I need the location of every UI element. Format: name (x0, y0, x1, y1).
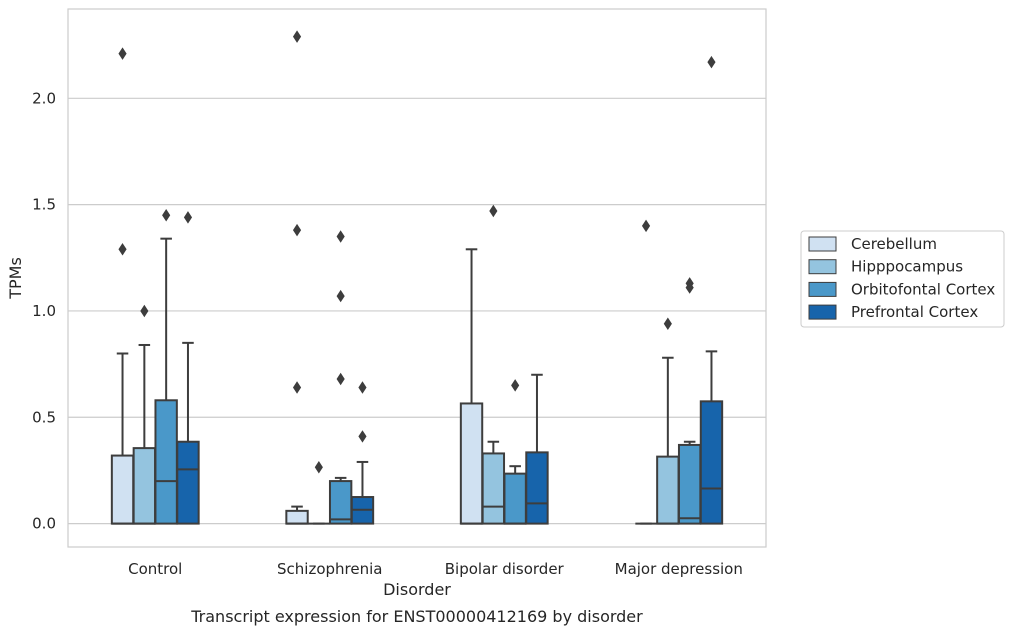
legend-label: Hipppocampus (851, 258, 963, 276)
legend-label: Orbitofontal Cortex (851, 280, 995, 298)
box-body (154, 399, 178, 525)
box (132, 304, 157, 525)
box-body (481, 452, 506, 525)
legend-swatch (808, 304, 837, 320)
box-body (110, 454, 135, 525)
outlier-point (314, 461, 323, 474)
outlier-point (511, 379, 520, 392)
box-body (677, 443, 702, 525)
box (656, 317, 680, 525)
outlier-point (358, 430, 367, 443)
box (699, 55, 724, 525)
x-tick-label: Bipolar disorder (445, 560, 565, 578)
outlier-point (162, 209, 171, 222)
legend-item: Prefrontal Cortex (808, 303, 978, 321)
outlier-point (663, 317, 672, 330)
legend-label: Cerebellum (851, 235, 937, 253)
plot-frame (67, 8, 767, 548)
box-body (132, 447, 157, 525)
y-axis-ticks: 0.0 0.5 1.0 1.5 2.0 (32, 89, 56, 532)
x-tick-label: Major depression (615, 560, 743, 578)
box (154, 209, 178, 525)
box (635, 219, 657, 525)
outlier-point (118, 243, 127, 256)
box-body (503, 472, 527, 525)
box (285, 30, 309, 525)
y-tick-label: 0.5 (32, 408, 56, 426)
legend-frame (800, 230, 1005, 328)
box (308, 461, 330, 525)
box (459, 248, 484, 525)
outlier-point (292, 223, 302, 237)
legend-item: Hipppocampus (808, 258, 963, 276)
series-group (176, 55, 724, 525)
box-body (525, 451, 549, 525)
box-body (459, 402, 484, 525)
outlier-point (183, 211, 193, 224)
outlier-point (336, 289, 345, 303)
box-body (176, 440, 200, 525)
box (110, 47, 135, 525)
x-tick-label: Control (128, 560, 182, 578)
box-body (328, 480, 353, 525)
box (481, 204, 506, 525)
box-body (699, 400, 724, 525)
outlier-point (685, 281, 694, 294)
legend-label: Prefrontal Cortex (851, 303, 978, 321)
outlier-point (292, 30, 302, 43)
legend: Cerebellum Hipppocampus Orbitofontal Corte… (800, 230, 1005, 328)
outlier-point (336, 372, 345, 386)
legend-item: Cerebellum (808, 235, 937, 253)
legend-swatch (808, 259, 837, 275)
box (328, 230, 353, 525)
legend-swatch (808, 281, 837, 297)
series-group (110, 30, 657, 525)
plot-area (110, 30, 724, 525)
box (525, 373, 549, 525)
y-tick-label: 1.5 (32, 196, 56, 214)
box (176, 211, 200, 525)
box (350, 381, 375, 525)
legend-swatch (808, 236, 837, 252)
outlier-point (118, 47, 127, 60)
y-tick-label: 2.0 (32, 89, 56, 107)
chart-caption: Transcript expression for ENST0000041216… (190, 607, 643, 626)
y-tick-label: 0.0 (32, 515, 56, 533)
box-body (285, 509, 309, 525)
x-axis-ticks: Control Schizophrenia Bipolar disorder Majo… (128, 560, 743, 578)
outlier-point (358, 381, 367, 394)
outlier-point (292, 381, 302, 394)
series-group (132, 204, 680, 525)
box-body (656, 455, 680, 525)
outlier-point (336, 230, 345, 243)
series-group (154, 209, 702, 525)
y-tick-label: 1.0 (32, 302, 56, 320)
x-axis-label: Disorder (383, 580, 451, 599)
outlier-point (707, 55, 716, 69)
outlier-point (140, 304, 149, 318)
box (503, 379, 527, 525)
box (677, 277, 702, 525)
x-tick-label: Schizophrenia (277, 560, 382, 578)
y-axis-label: TPMs (6, 257, 25, 300)
outlier-point (489, 204, 498, 218)
outlier-point (641, 219, 651, 233)
legend-item: Orbitofontal Cortex (808, 280, 995, 298)
